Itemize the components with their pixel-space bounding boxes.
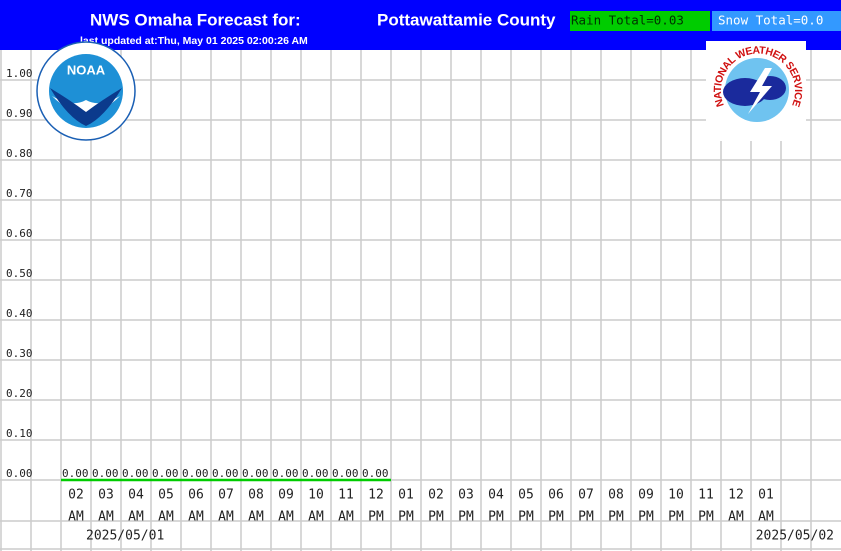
x-tick-hour: 05: [158, 488, 174, 503]
x-tick-hour: 02: [428, 488, 444, 503]
x-tick-hour: 08: [608, 488, 624, 503]
y-tick-label: 0.70: [6, 187, 33, 200]
y-tick-label: 0.30: [6, 347, 33, 360]
nws-logo: NATIONAL WEATHER SERVICE: [706, 41, 806, 141]
x-tick-hour: 03: [98, 488, 114, 503]
x-tick-period: AM: [128, 510, 144, 525]
x-tick-hour: 06: [188, 488, 204, 503]
date-label: 2025/05/01: [86, 529, 164, 544]
x-tick-period: PM: [578, 510, 594, 525]
x-tick-period: PM: [458, 510, 474, 525]
data-label: 0.00: [152, 467, 179, 480]
noaa-logo: NOAA: [36, 41, 136, 141]
x-tick-hour: 03: [458, 488, 474, 503]
x-tick-hour: 07: [578, 488, 594, 503]
data-label: 0.00: [92, 467, 119, 480]
y-tick-label: 0.80: [6, 147, 33, 160]
x-tick-period: PM: [398, 510, 414, 525]
x-tick-period: AM: [98, 510, 114, 525]
x-tick-hour: 09: [638, 488, 654, 503]
y-tick-label: 0.40: [6, 307, 33, 320]
chart-title: NWS Omaha Forecast for:: [90, 10, 301, 29]
x-tick-period: PM: [638, 510, 654, 525]
rain-total-box: [570, 11, 710, 31]
x-tick-period: AM: [308, 510, 324, 525]
x-tick-hour: 05: [518, 488, 534, 503]
x-tick-hour: 02: [68, 488, 84, 503]
data-label: 0.00: [332, 467, 359, 480]
y-tick-label: 1.00: [6, 67, 33, 80]
location: Pottawattamie County: [377, 10, 556, 29]
x-tick-period: PM: [698, 510, 714, 525]
x-tick-hour: 08: [248, 488, 264, 503]
x-tick-period: PM: [548, 510, 564, 525]
data-label: 0.00: [242, 467, 269, 480]
x-tick-hour: 01: [758, 488, 774, 503]
snow-total-box: [712, 11, 841, 31]
data-label: 0.00: [272, 467, 299, 480]
x-tick-period: AM: [278, 510, 294, 525]
x-tick-period: PM: [608, 510, 624, 525]
x-tick-hour: 04: [488, 488, 504, 503]
x-tick-period: AM: [158, 510, 174, 525]
date-label: 2025/05/02: [756, 529, 834, 544]
x-tick-period: AM: [728, 510, 744, 525]
x-tick-period: AM: [338, 510, 354, 525]
data-label: 0.00: [122, 467, 149, 480]
x-tick-hour: 11: [698, 488, 714, 503]
x-tick-period: AM: [248, 510, 264, 525]
x-tick-hour: 10: [308, 488, 324, 503]
x-tick-hour: 07: [218, 488, 234, 503]
x-tick-period: AM: [68, 510, 84, 525]
grid: [0, 50, 841, 551]
plot: 0.00 0.10 0.20 0.30 0.40 0.50 0.60 0.70 0.80 0.90…: [6, 67, 834, 544]
x-tick-hour: 12: [368, 488, 384, 503]
x-tick-hour: 09: [278, 488, 294, 503]
data-label: 0.00: [62, 467, 89, 480]
x-tick-period: AM: [188, 510, 204, 525]
y-tick-label: 0.20: [6, 387, 33, 400]
x-tick-period: PM: [518, 510, 534, 525]
noaa-logo-text: NOAA: [67, 62, 106, 77]
data-label: 0.00: [182, 467, 209, 480]
subtitle: last updated at:Thu, May 01 2025 02:00:2…: [80, 35, 308, 47]
x-tick-hour: 01: [398, 488, 414, 503]
data-label: 0.00: [212, 467, 239, 480]
data-label: 0.00: [302, 467, 329, 480]
y-tick-label: 0.00: [6, 467, 33, 480]
snow-total: Snow Total=0.0: [718, 13, 823, 28]
y-tick-label: 0.60: [6, 227, 33, 240]
x-tick-hour: 06: [548, 488, 564, 503]
x-tick-period: PM: [488, 510, 504, 525]
rain-total: Rain Total=0.03: [571, 13, 684, 28]
x-tick-hour: 12: [728, 488, 744, 503]
y-tick-label: 0.90: [6, 107, 33, 120]
x-tick-hour: 11: [338, 488, 354, 503]
x-tick-period: PM: [428, 510, 444, 525]
data-label: 0.00: [362, 467, 389, 480]
x-tick-period: AM: [758, 510, 774, 525]
x-tick-period: PM: [368, 510, 384, 525]
x-tick-hour: 10: [668, 488, 684, 503]
y-tick-label: 0.10: [6, 427, 33, 440]
x-tick-period: AM: [218, 510, 234, 525]
y-tick-label: 0.50: [6, 267, 33, 280]
x-tick-hour: 04: [128, 488, 144, 503]
x-tick-period: PM: [668, 510, 684, 525]
